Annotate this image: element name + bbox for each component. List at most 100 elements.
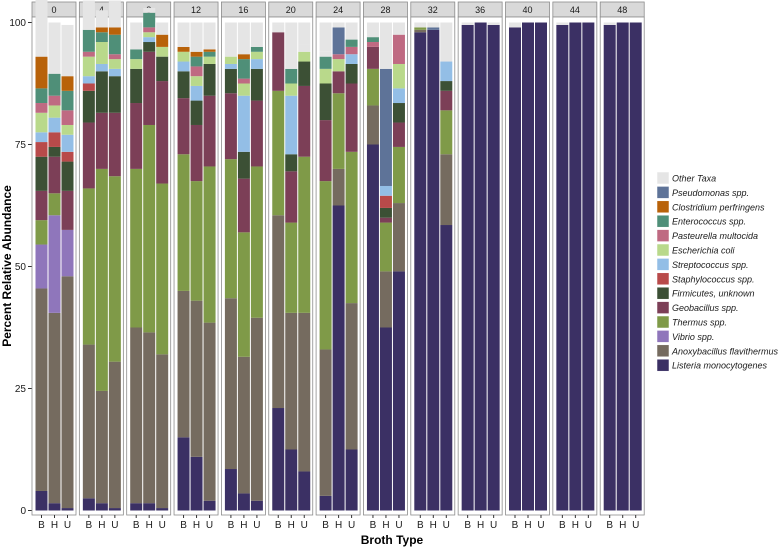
bar-segment-listeria — [582, 22, 595, 511]
bar-segment-thermus — [190, 181, 203, 301]
bar-segment-anoxybacillus — [285, 312, 298, 450]
legend: Other Taxa Pseudomonas spp. Clostridium pe… — [656, 171, 778, 372]
bar-segment-other-taxa — [95, 10, 108, 28]
bar-segment-firmicutes — [319, 83, 332, 121]
bar-segment-pasteurella — [345, 46, 358, 55]
facet-panel-32: 32 B H U — [410, 1, 456, 531]
x-tick-label: U — [64, 520, 71, 531]
x-tick-label: U — [537, 520, 544, 531]
legend-label: Streptococcus spp. — [672, 260, 749, 270]
bar-segment-ecoli — [319, 68, 332, 84]
bar-segment-anoxybacillus — [95, 390, 108, 504]
x-tick-label: U — [301, 520, 308, 531]
bar-segment-anoxybacillus — [203, 322, 216, 501]
bar-segment-listeria — [629, 22, 642, 511]
legend-key — [656, 358, 670, 372]
bar-segment-enterococcus — [61, 90, 74, 111]
bar-segment-anoxybacillus — [237, 356, 250, 494]
bar-segment-streptococcus — [285, 95, 298, 155]
bar-segment-firmicutes — [203, 63, 216, 96]
bar-segment-pseudomonas — [379, 68, 392, 186]
facet-panel-12: 12 B H U — [173, 1, 219, 531]
bar-segment-other-taxa — [319, 22, 332, 52]
bar-segment-thermus — [392, 146, 405, 204]
bar-segment-firmicutes — [48, 146, 61, 157]
bar-segment-pasteurella — [237, 78, 250, 84]
bar-segment-enterococcus — [48, 73, 61, 96]
bar-segment-listeria — [237, 493, 250, 511]
bar-segment-thermus — [319, 181, 332, 350]
bar-segment-anoxybacillus — [272, 215, 285, 409]
bar-segment-geobacillus — [95, 112, 108, 169]
bar-segment-ecoli — [95, 42, 108, 64]
bar-segment-listeria — [366, 144, 379, 511]
bar-segment-streptococcus — [108, 68, 121, 77]
bar-segment-other-taxa — [414, 22, 427, 28]
x-tick-label: B — [86, 520, 93, 531]
bar-segment-firmicutes — [345, 63, 358, 84]
bar-segment-anoxybacillus — [82, 344, 95, 499]
bar-segment-other-taxa — [108, 0, 121, 28]
facet-panel-24: 24 B H U — [315, 1, 361, 531]
bar-segment-ecoli — [130, 59, 143, 69]
bar-segment-thermus — [203, 166, 216, 323]
bar-segment-streptococcus — [190, 85, 203, 101]
bar-segment-other-taxa — [203, 22, 216, 50]
facet-panel-20: 20 B H U — [268, 1, 314, 531]
bar-segment-other-taxa — [190, 22, 203, 52]
bar-segment-thermus — [108, 176, 121, 362]
bar-segment-streptococcus — [250, 59, 263, 69]
facet-strip-label: 0 — [51, 5, 56, 15]
legend-label: Thermus spp. — [672, 318, 727, 328]
x-tick-label: U — [206, 520, 213, 531]
facet-strip-label: 24 — [333, 5, 343, 15]
x-tick-label: H — [430, 520, 437, 531]
bar-segment-listeria — [82, 498, 95, 511]
bar-segment-enterococcus — [319, 56, 332, 69]
bar-segment-enterococcus — [95, 32, 108, 43]
bar-segment-pasteurella — [392, 34, 405, 64]
bar-segment-thermus — [224, 159, 237, 299]
x-tick-label: H — [51, 520, 58, 531]
bar-segment-listeria — [272, 408, 285, 511]
bar-segment-other-taxa — [237, 22, 250, 55]
bar-segment-listeria — [130, 503, 143, 511]
bar-segment-streptococcus — [177, 61, 190, 72]
bar-segment-thermus — [414, 27, 427, 30]
bar-segment-staphylococcus — [82, 83, 95, 91]
bar-segment-pseudomonas — [332, 27, 345, 55]
bar-segment-listeria — [569, 22, 582, 511]
bar-segment-listeria — [332, 205, 345, 511]
facet-panel-40: 40 B H U — [505, 1, 550, 531]
legend-label: Anoxybacillus flavithermus — [671, 346, 778, 356]
bar-segment-other-taxa-upper — [285, 63, 298, 69]
legend-key — [656, 214, 670, 228]
bar-segment-ecoli — [82, 56, 95, 77]
bar-segment-thermus — [48, 193, 61, 216]
bar-segment-thermus — [35, 220, 48, 245]
bar-segment-other-taxa — [285, 22, 298, 64]
bar-segment-geobacillus — [332, 71, 345, 94]
bar-segment-other-taxa — [61, 24, 74, 77]
x-tick-label: B — [417, 520, 424, 531]
legend-key — [656, 200, 670, 214]
legend-label: Clostridium perfringens — [672, 202, 765, 212]
bar-segment-clostridium — [61, 76, 74, 91]
bar-segment-ecoli — [190, 76, 203, 86]
bar-segment-geobacillus — [272, 32, 285, 91]
facet-strip-label: 4 — [99, 5, 104, 15]
bar-segment-other-taxa — [82, 0, 95, 30]
bar-segment-clostridium — [95, 27, 108, 33]
bar-segment-thermus — [272, 90, 285, 216]
bar-segment-streptococcus — [345, 54, 358, 64]
bar-segment-anoxybacillus — [366, 105, 379, 145]
bar-segment-anoxybacillus — [190, 300, 203, 457]
bar-segment-other-taxa-upper — [319, 51, 332, 57]
facet-panel-48: 48 B H U — [599, 1, 645, 531]
bar-segment-firmicutes — [143, 42, 156, 52]
bar-segment-pasteurella — [143, 27, 156, 33]
bar-segment-thermus — [95, 168, 108, 391]
facet-panel-0: 0 B H U — [31, 0, 77, 531]
bar-segment-ecoli — [224, 56, 237, 64]
bar-segment-vibrio — [48, 215, 61, 313]
